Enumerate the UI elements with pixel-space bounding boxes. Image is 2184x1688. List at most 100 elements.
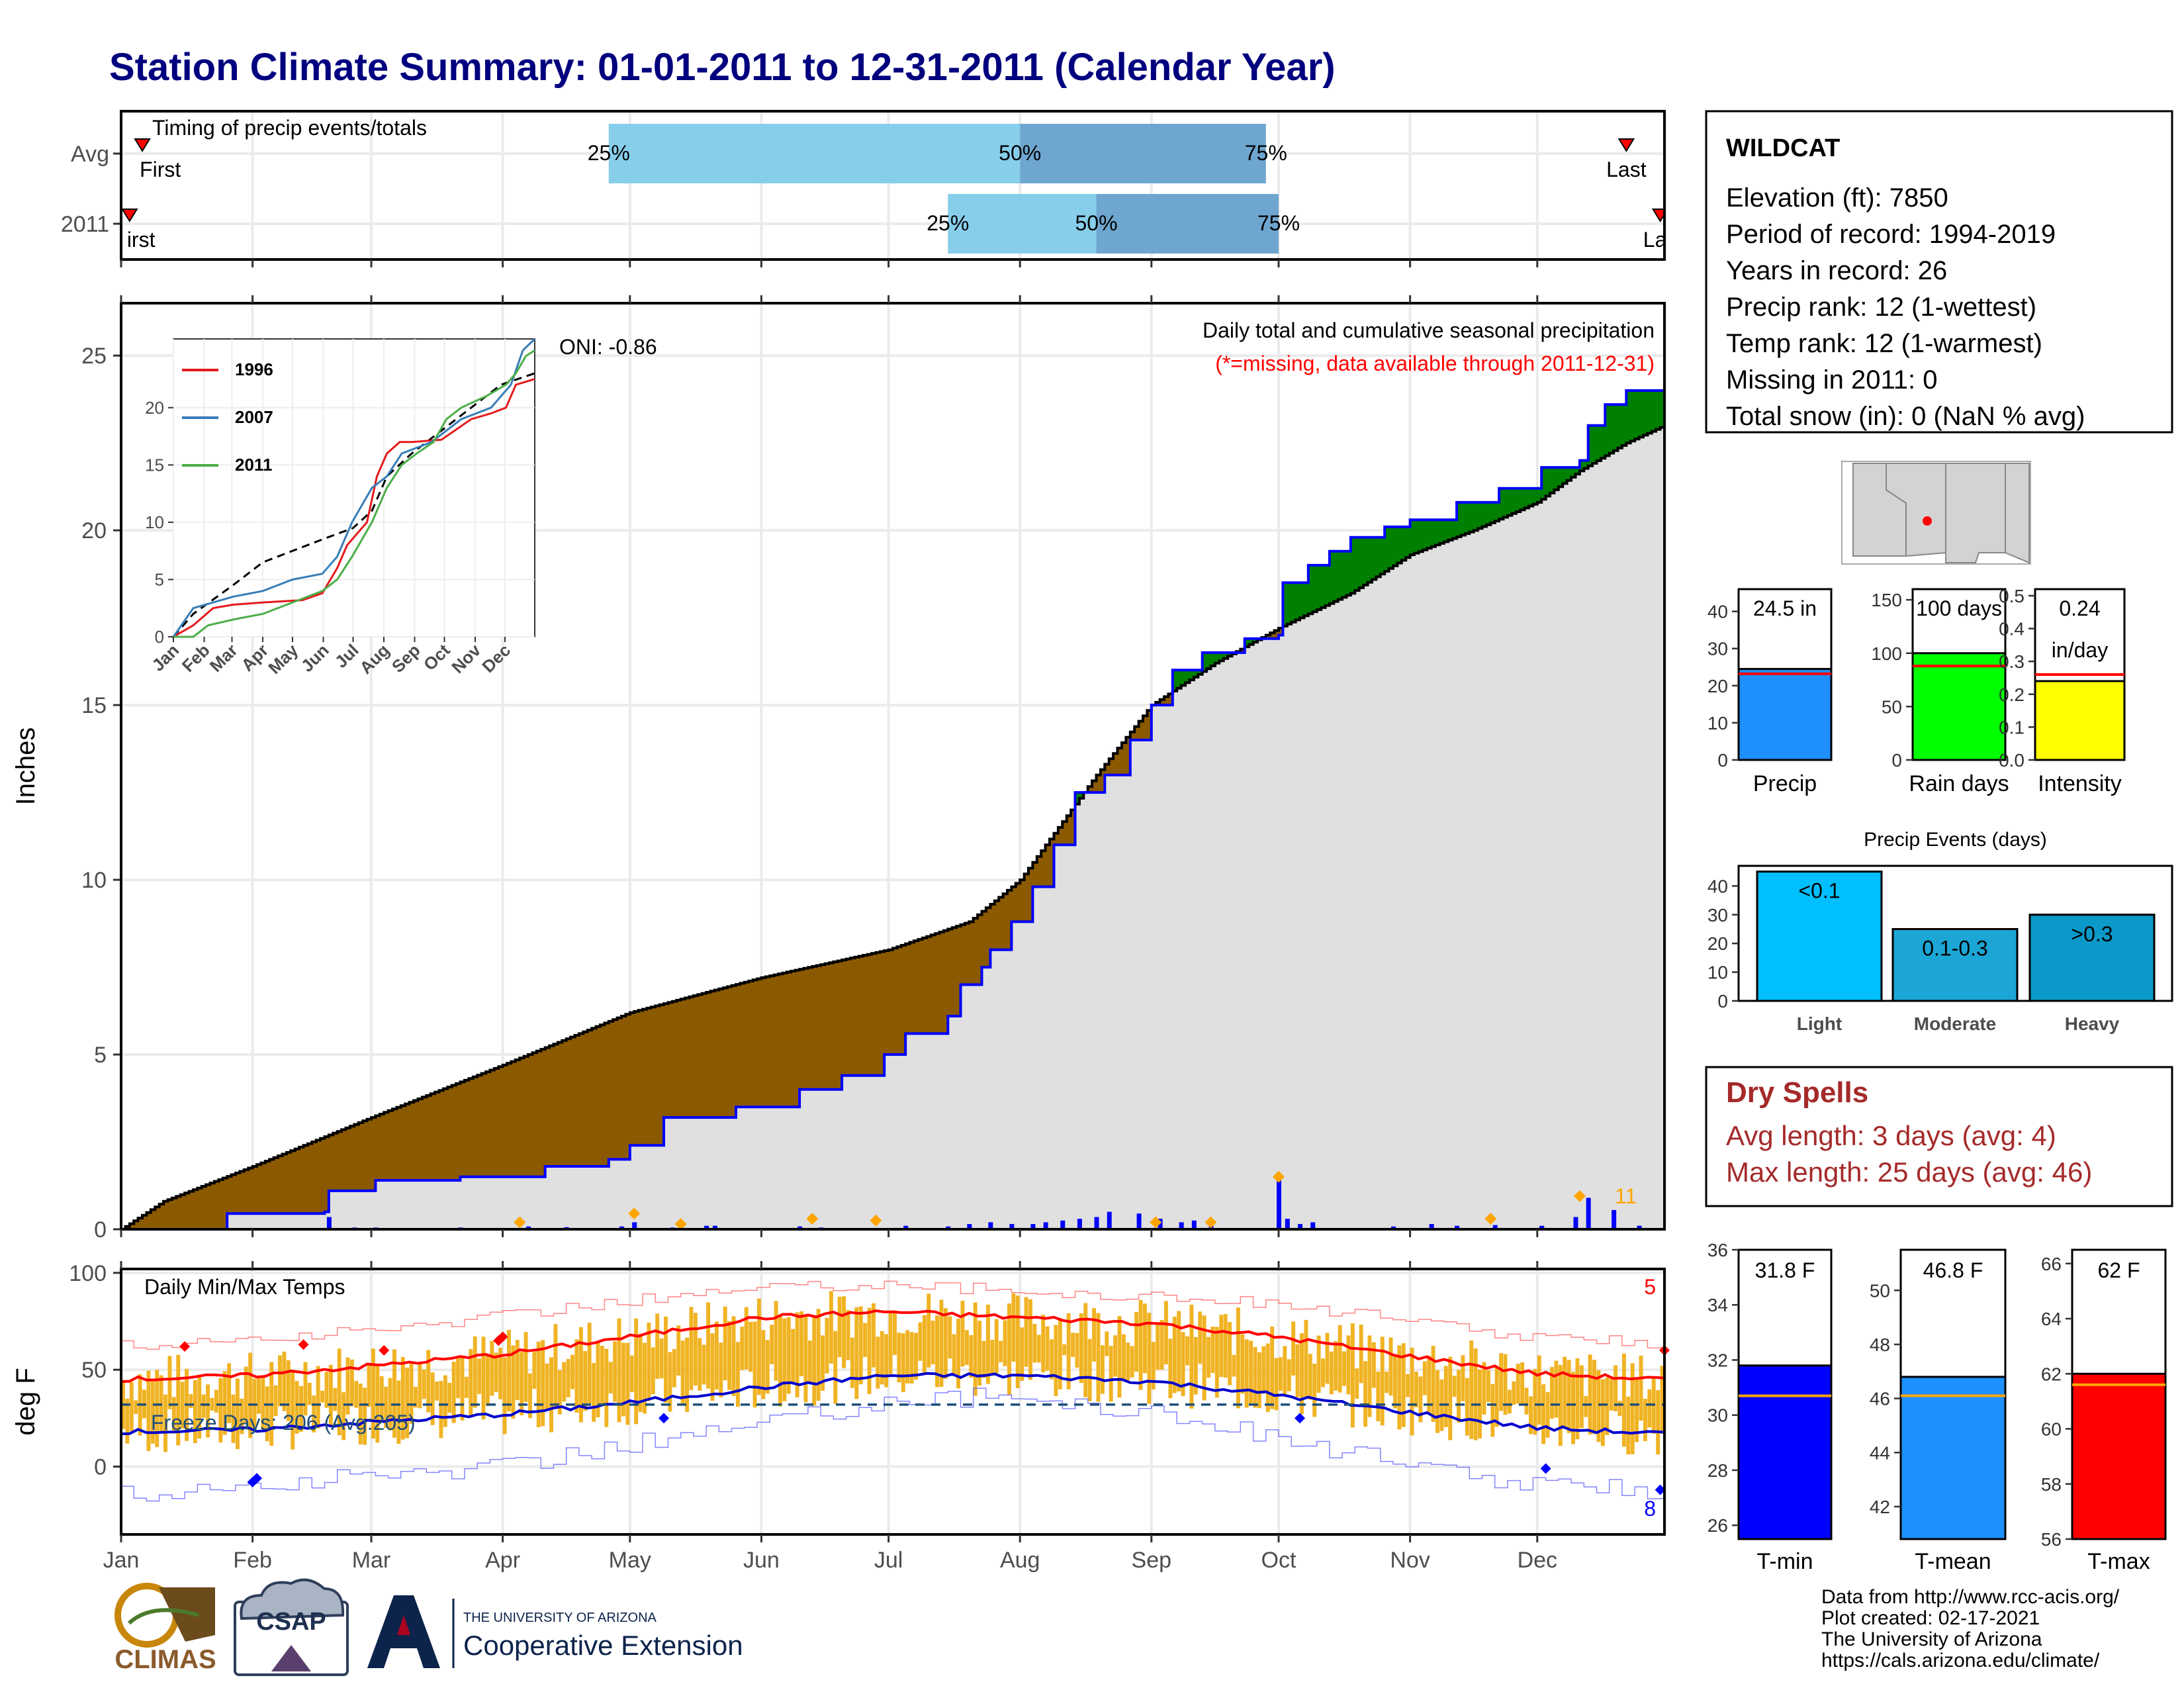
totals-bar-intensity [2034, 680, 2126, 761]
daily-temp-bar [749, 1321, 753, 1372]
daily-temp-bar [638, 1333, 643, 1412]
daily-precip-bar [1191, 1220, 1197, 1229]
daily-temp-bar [1054, 1325, 1058, 1397]
daily-temp-bar [735, 1342, 740, 1407]
month-label: Jun [743, 1548, 780, 1573]
totals-y-tick-label: 0.5 [1999, 586, 2025, 606]
inset-avg-line [172, 372, 535, 637]
tbars-y-tick-label: 26 [1707, 1515, 1728, 1536]
daily-temp-bar [1486, 1370, 1490, 1403]
daily-temp-bar [477, 1358, 482, 1394]
precip-y-axis-label: Inches [11, 727, 40, 806]
daily-temp-bar [532, 1352, 537, 1389]
daily-temp-bar [447, 1382, 452, 1413]
daily-temp-bar [943, 1308, 948, 1379]
inset-legend-label: 2011 [235, 455, 272, 475]
daily-temp-bar [1371, 1342, 1376, 1388]
daily-precip-bar [903, 1225, 909, 1229]
daily-temp-bar [1571, 1372, 1575, 1444]
daily-temp-bar [672, 1348, 676, 1387]
extreme-precip-marker [628, 1207, 641, 1220]
daily-temp-bar [617, 1318, 621, 1423]
daily-temp-bar [1295, 1344, 1300, 1397]
daily-temp-bar [392, 1349, 396, 1438]
precip-y-tick-label: 5 [94, 1043, 107, 1068]
inset-legend-label: 2007 [235, 407, 273, 427]
month-axis: Jan Feb Mar Apr May Jun Jul Aug Sep Oct Nov Dec [103, 1261, 1557, 1573]
totals-y-tick-label: 150 [1871, 590, 1902, 610]
daily-temp-bar [570, 1354, 575, 1389]
events-category-label: Light [1797, 1013, 1842, 1034]
daily-temp-bar [201, 1394, 206, 1418]
daily-temp-bar [443, 1375, 447, 1427]
totals-y-tick-label: 50 [1882, 696, 1902, 717]
daily-temp-bar [439, 1381, 443, 1438]
daily-temp-bar [1656, 1390, 1661, 1455]
daily-temp-bar [257, 1378, 261, 1414]
daily-temp-bar [163, 1394, 167, 1452]
daily-temp-bar [655, 1313, 660, 1379]
daily-temp-bar [1524, 1387, 1529, 1415]
daily-temp-bar [761, 1330, 766, 1399]
daily-temp-bar [435, 1382, 439, 1401]
daily-precip-bar [1158, 1219, 1163, 1229]
daily-precip-bar [1285, 1219, 1290, 1229]
daily-temp-bar [384, 1386, 388, 1429]
daily-temp-bar [1465, 1378, 1469, 1436]
inset-legend-label: 1996 [235, 359, 273, 379]
daily-precip-bar [1455, 1225, 1460, 1229]
daily-temp-bar [1079, 1313, 1083, 1383]
tbars-y-tick-label: 30 [1707, 1405, 1728, 1426]
timing-last-label: Last [1606, 158, 1647, 181]
daily-temp-bar [939, 1299, 944, 1387]
station-info-line: Total snow (in): 0 (NaN % avg) [1726, 402, 2085, 431]
footer-credit-line: Plot created: 02-17-2021 [1821, 1607, 2040, 1629]
daily-temp-bar [282, 1351, 287, 1411]
events-title: Precip Events (days) [1864, 829, 2047, 851]
daily-temp-bar [430, 1372, 435, 1425]
daily-temp-bar [1138, 1299, 1143, 1390]
tbars-y-tick-label: 36 [1707, 1240, 1728, 1260]
daily-temp-bar [549, 1357, 553, 1432]
daily-temp-bar [1117, 1316, 1122, 1398]
daily-temp-bar [1643, 1399, 1647, 1442]
daily-temp-bar [714, 1321, 719, 1390]
oni-value: ONI: -0.86 [559, 335, 657, 359]
daily-temp-bar [1096, 1313, 1101, 1402]
extreme-precip-marker [674, 1218, 687, 1231]
daily-temp-bar [608, 1362, 613, 1393]
daily-precip-bar [1277, 1180, 1281, 1229]
daily-temp-bar [1401, 1343, 1406, 1427]
year-cumulative-line [121, 373, 1666, 1231]
daily-precip-bar [1612, 1209, 1617, 1229]
daily-temp-bar [1346, 1335, 1351, 1395]
daily-temp-bar [765, 1340, 770, 1394]
daily-temp-bar [685, 1337, 689, 1413]
daily-temp-bar [1274, 1358, 1279, 1411]
daily-temp-bar [146, 1370, 151, 1452]
daily-temp-bar [1537, 1355, 1541, 1425]
daily-temp-bar [782, 1318, 787, 1401]
daily-temp-bar [867, 1307, 872, 1394]
daily-temp-bar [1427, 1356, 1432, 1414]
daily-temp-bar [358, 1383, 363, 1444]
daily-temp-bar [1100, 1345, 1105, 1394]
daily-temp-bar [927, 1293, 931, 1368]
dry-spells-max: Max length: 25 days (avg: 46) [1726, 1156, 2092, 1188]
ua-logo-big-text: Cooperative Extension [463, 1630, 743, 1661]
daily-temp-bar [604, 1348, 609, 1427]
month-label: Sep [1132, 1548, 1172, 1573]
tbars-y-tick-label: 50 [1870, 1280, 1890, 1301]
dry-spells-frame [1705, 1066, 2173, 1207]
daily-temp-bar [829, 1291, 833, 1364]
intensity-unit: in/day [2052, 638, 2108, 662]
daily-temp-bar [858, 1306, 863, 1385]
inset-series-line-1996 [173, 378, 535, 638]
daily-temp-bar [1355, 1368, 1359, 1399]
daily-temp-bar [1105, 1331, 1109, 1356]
daily-temp-bar [1499, 1353, 1504, 1411]
record-low-marker [1540, 1463, 1551, 1474]
tbars-value-label: 62 F [2097, 1258, 2140, 1282]
daily-temp-bar [1041, 1315, 1046, 1373]
daily-temp-bar [1329, 1351, 1334, 1395]
